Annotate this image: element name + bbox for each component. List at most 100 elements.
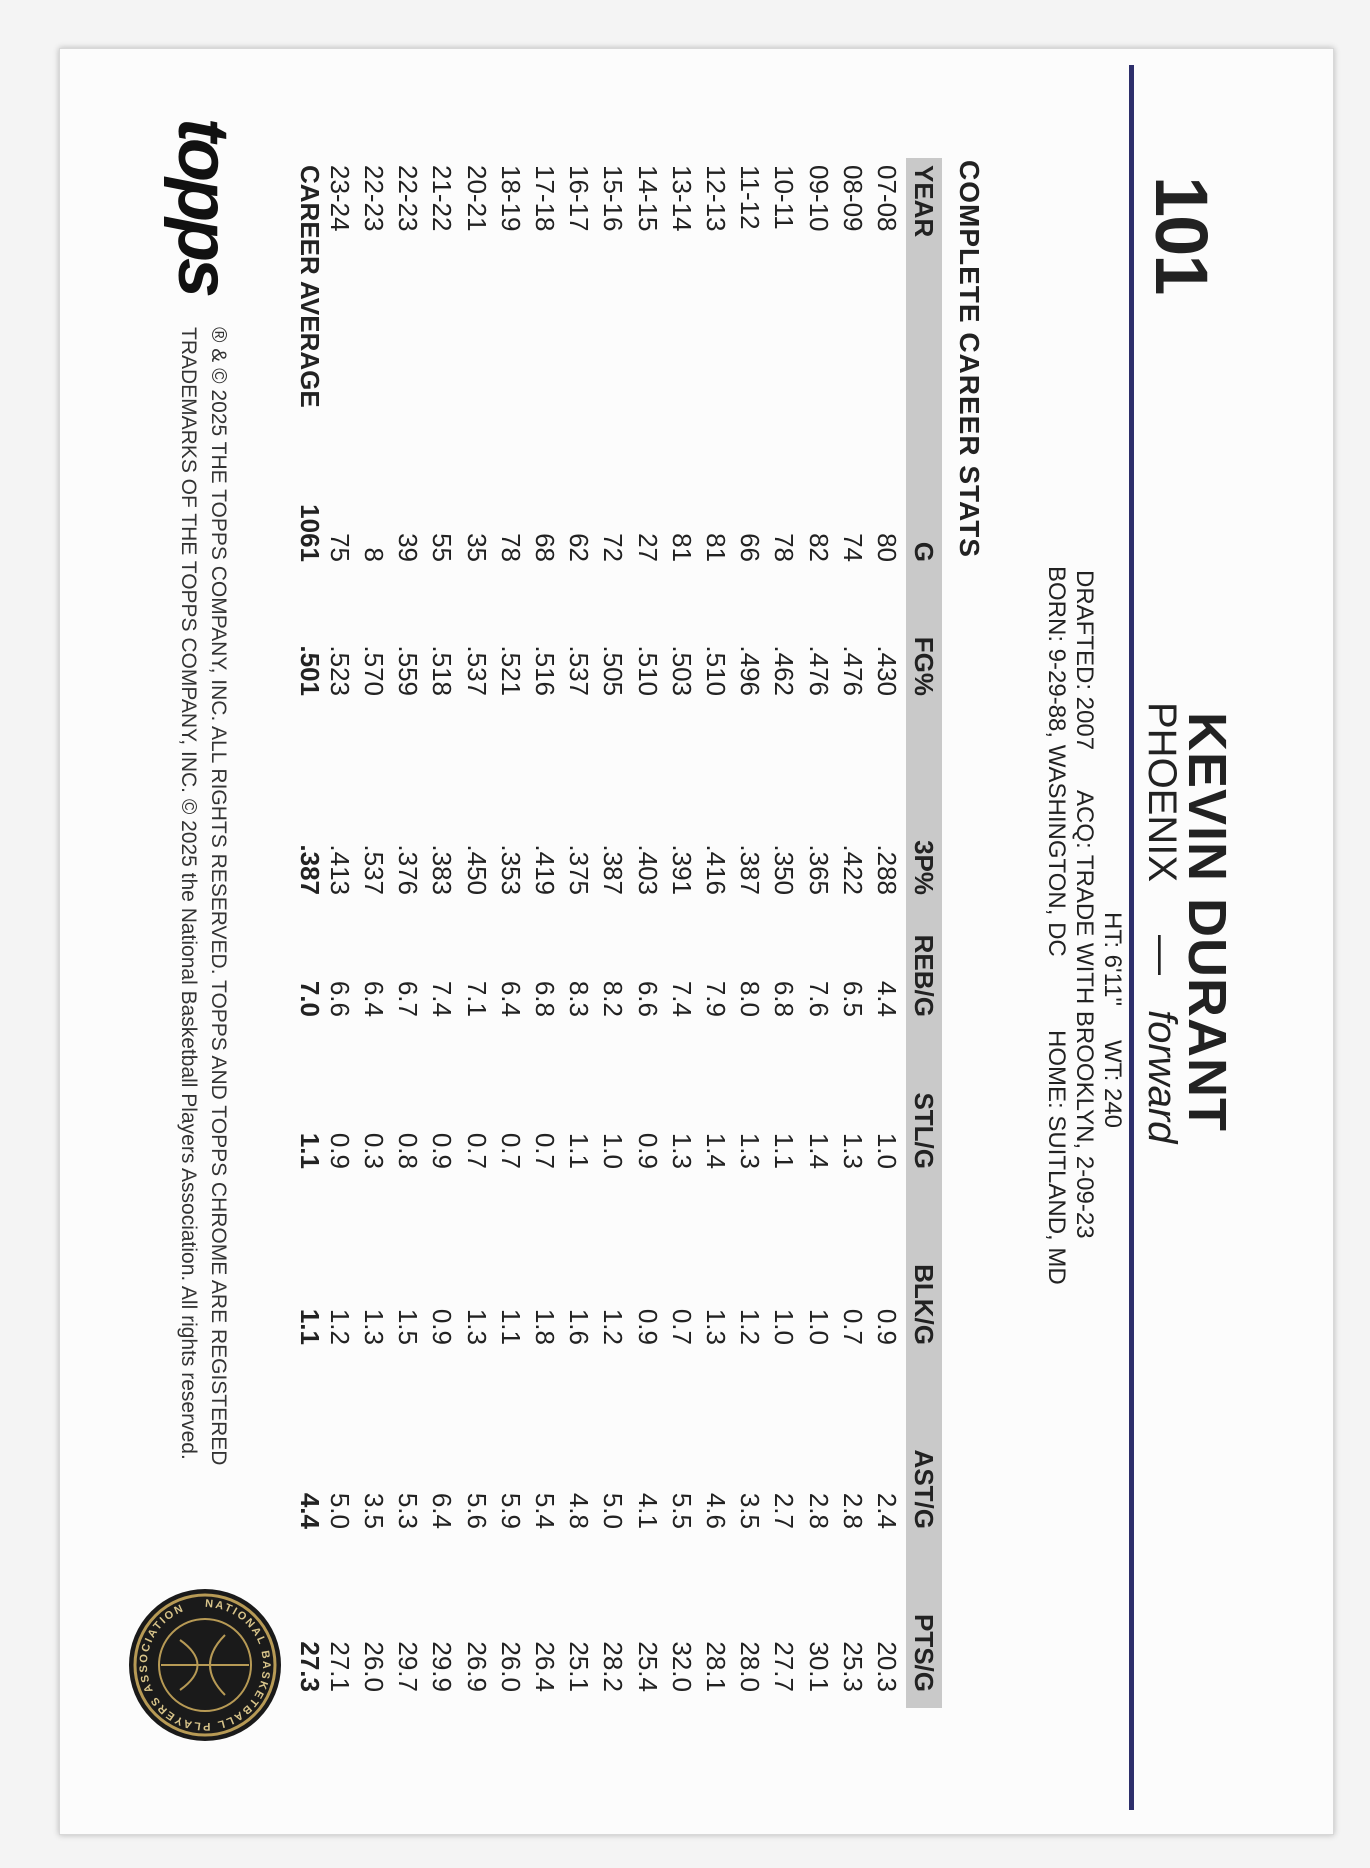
stat-cell: .503 <box>666 645 697 696</box>
stat-cell: 1.5 <box>393 1308 424 1345</box>
stat-cell: 25.3 <box>837 1641 868 1692</box>
stat-cell: 1.2 <box>324 1308 355 1345</box>
stat-cell: 32.0 <box>666 1641 697 1692</box>
stat-cell: .422 <box>837 844 868 895</box>
stat-cell: 66 <box>735 533 766 562</box>
stat-cell: 78 <box>769 533 800 562</box>
stat-cell: 1.1 <box>564 1132 595 1169</box>
career-cell: 1061 <box>294 504 325 562</box>
stat-cell: .383 <box>427 844 458 895</box>
stat-cell: 30.1 <box>803 1641 834 1692</box>
stat-cell: 28.2 <box>598 1641 629 1692</box>
stat-cell: 62 <box>564 533 595 562</box>
stat-cell: .476 <box>837 645 868 696</box>
stat-cell: 0.7 <box>530 1132 560 1169</box>
copyright-line: TRADEMARKS OF THE TOPPS COMPANY, INC. © … <box>177 327 200 1460</box>
header-cell: G <box>909 541 939 562</box>
stat-cell: 0.3 <box>359 1132 389 1169</box>
career-cell: 4.4 <box>294 1492 325 1529</box>
stat-cell: 0.9 <box>427 1308 458 1345</box>
copyright-line: ® & © 2025 THE TOPPS COMPANY, INC. ALL R… <box>207 327 230 1466</box>
stat-cell: 29.9 <box>427 1641 458 1692</box>
stat-cell: 75 <box>324 533 355 562</box>
stat-cell: 07-08 <box>872 165 902 232</box>
stat-cell: 14-15 <box>632 165 663 232</box>
stat-cell: 3.5 <box>735 1492 766 1529</box>
stat-cell: 5.6 <box>461 1492 492 1529</box>
drafted: DRAFTED: 2007 <box>1071 570 1098 751</box>
stat-cell: 0.9 <box>872 1308 902 1345</box>
stat-cell: 4.8 <box>564 1492 595 1529</box>
stat-cell: .419 <box>530 844 560 895</box>
stat-cell: 81 <box>666 533 697 562</box>
stat-cell: 3.5 <box>359 1492 389 1529</box>
stat-cell: 1.3 <box>701 1308 731 1345</box>
stat-cell: 16-17 <box>564 165 595 232</box>
stat-cell: 4.6 <box>701 1492 731 1529</box>
stat-cell: 25.4 <box>632 1641 663 1692</box>
stat-cell: 11-12 <box>735 165 766 230</box>
stat-cell: 8.0 <box>735 980 766 1017</box>
stat-cell: .510 <box>701 645 731 696</box>
stat-cell: .462 <box>769 645 800 696</box>
stat-cell: 1.2 <box>598 1308 629 1345</box>
stat-cell: 1.3 <box>666 1132 697 1169</box>
stat-cell: 7.6 <box>803 980 834 1017</box>
stat-cell: .559 <box>393 645 424 696</box>
stat-cell: 81 <box>701 533 731 562</box>
height: HT: 6'11" <box>1099 912 1126 1007</box>
born: BORN: 9-29-88, WASHINGTON, DC <box>1043 566 1070 957</box>
stat-cell: 4.4 <box>872 980 902 1017</box>
stat-cell: 1.1 <box>769 1132 800 1169</box>
header-cell: PTS/G <box>909 1613 939 1692</box>
stat-cell: 8 <box>359 547 389 562</box>
stat-cell: 8.3 <box>564 980 595 1017</box>
stat-cell: .403 <box>632 844 663 895</box>
stat-cell: 27 <box>632 533 663 562</box>
stat-cell: .288 <box>872 844 902 895</box>
stat-cell: .496 <box>735 645 766 696</box>
stat-cell: 29.7 <box>393 1641 424 1692</box>
stat-cell: 5.0 <box>324 1492 355 1529</box>
header-cell: FG% <box>909 636 939 696</box>
stat-cell: 1.0 <box>872 1132 902 1169</box>
career-cell: 1.1 <box>294 1132 325 1169</box>
stat-cell: 6.8 <box>769 980 800 1017</box>
stats-title: COMPLETE CAREER STATS <box>954 160 985 558</box>
stat-cell: 22-23 <box>359 165 389 232</box>
stat-cell: 78 <box>495 533 526 562</box>
stat-cell: 1.0 <box>803 1308 834 1345</box>
stat-cell: 0.8 <box>393 1132 424 1169</box>
stat-cell: 7.4 <box>427 980 458 1017</box>
stat-cell: 2.8 <box>837 1492 868 1529</box>
stat-cell: 6.4 <box>359 980 389 1017</box>
stat-cell: 5.4 <box>530 1492 560 1529</box>
stat-cell: .521 <box>495 645 526 696</box>
stat-cell: 20-21 <box>461 165 492 232</box>
stat-cell: 8.2 <box>598 980 629 1017</box>
stat-cell: .450 <box>461 844 492 895</box>
header-cell: STL/G <box>909 1092 939 1169</box>
stat-cell: 26.0 <box>359 1641 389 1692</box>
stat-cell: 27.7 <box>769 1641 800 1692</box>
stat-cell: 0.7 <box>666 1308 697 1345</box>
home: HOME: SUITLAND, MD <box>1043 1030 1070 1285</box>
stat-cell: 6.6 <box>324 980 355 1017</box>
header-cell: BLK/G <box>909 1264 939 1345</box>
stat-cell: 0.7 <box>495 1132 526 1169</box>
stat-cell: 5.5 <box>666 1492 697 1529</box>
stat-cell: 0.7 <box>461 1132 492 1169</box>
stat-cell: 2.8 <box>803 1492 834 1529</box>
stat-cell: .537 <box>359 844 389 895</box>
stat-cell: 1.3 <box>735 1132 766 1169</box>
stat-cell: 20.3 <box>872 1641 902 1692</box>
stat-cell: 1.4 <box>701 1132 731 1169</box>
header-cell: REB/G <box>909 934 939 1017</box>
stat-cell: 72 <box>598 533 629 562</box>
stat-cell: 7.9 <box>701 980 731 1017</box>
team: PHOENIX <box>1140 702 1184 883</box>
stat-cell: 1.3 <box>837 1132 868 1169</box>
career-cell: .387 <box>294 844 325 895</box>
stat-cell: 08-09 <box>837 165 868 232</box>
stat-cell: 6.7 <box>393 980 424 1017</box>
